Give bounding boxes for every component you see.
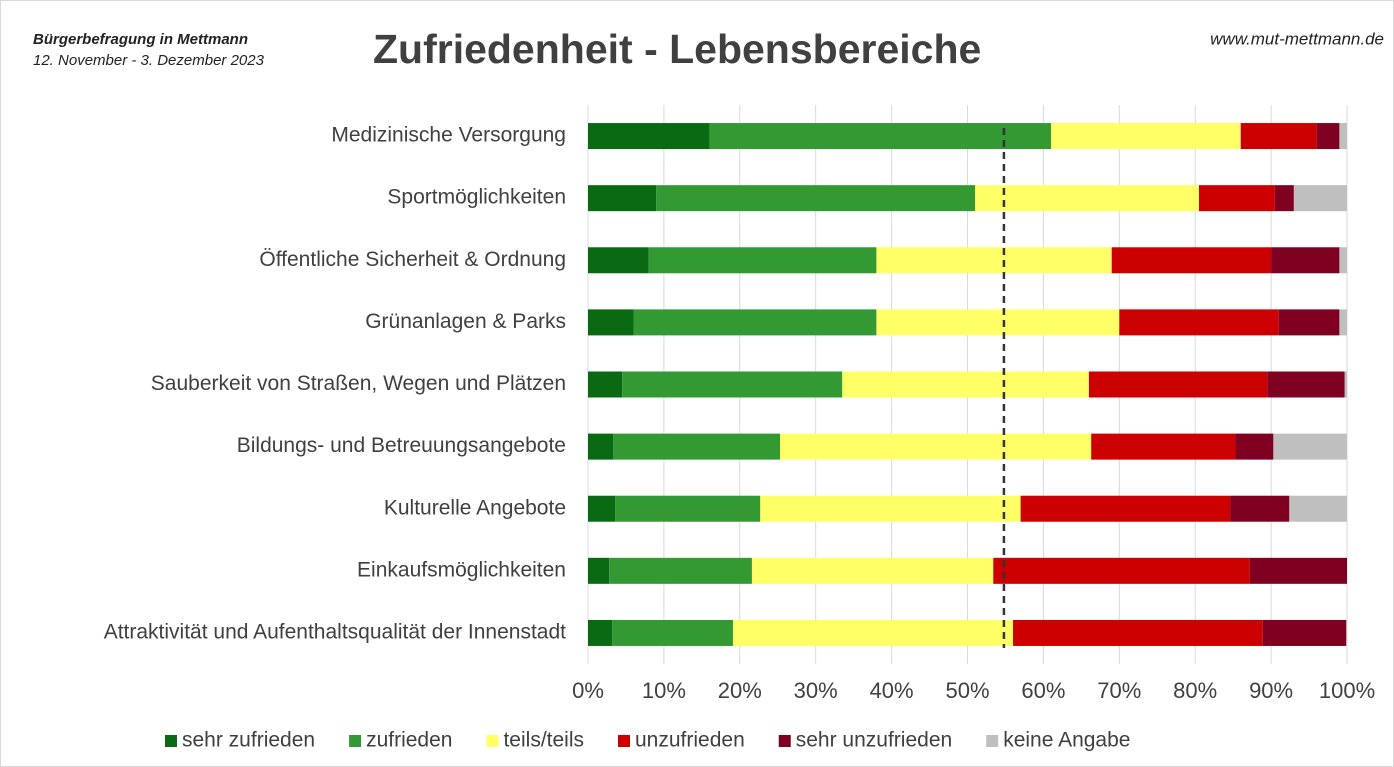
legend-swatch xyxy=(349,735,362,747)
bar-segment xyxy=(842,371,1089,398)
y-tick-label: Grünanlagen & Parks xyxy=(365,310,566,333)
legend-swatch xyxy=(618,735,630,747)
legend-label: zufrieden xyxy=(366,729,452,752)
bar-segment xyxy=(751,557,994,584)
x-tick-label: 90% xyxy=(1249,678,1293,703)
legend-label: unzufrieden xyxy=(635,729,745,752)
y-tick-label: Einkaufsmöglichkeiten xyxy=(357,558,566,581)
bar-segment xyxy=(609,557,752,584)
bar-segment xyxy=(876,247,1112,274)
legend-label: keine Angabe xyxy=(1003,729,1130,752)
bar-segment xyxy=(760,495,1021,522)
bar-segment xyxy=(588,185,657,212)
legend-swatch xyxy=(778,735,791,747)
x-tick-label: 80% xyxy=(1173,678,1217,703)
bar-segment xyxy=(1267,371,1345,398)
bar-segment xyxy=(588,309,634,336)
y-tick-label: Öffentliche Sicherheit & Ordnung xyxy=(259,248,566,271)
bar-segment xyxy=(732,619,1014,646)
x-tick-label: 20% xyxy=(718,678,762,703)
chart-title: Zufriedenheit - Lebensbereiche xyxy=(373,26,981,72)
bar-segment xyxy=(1249,557,1347,584)
bar-segment xyxy=(1230,495,1290,522)
bar-segment xyxy=(1262,619,1347,646)
bar-segment xyxy=(1316,123,1340,150)
bar-segment xyxy=(633,309,877,336)
bar-segment xyxy=(613,433,781,460)
bar-segment xyxy=(1119,309,1279,336)
bar-segment xyxy=(1111,247,1272,274)
source: Bürgerbefragung in Mettmann xyxy=(33,31,248,48)
legend-label: teils/teils xyxy=(503,729,584,752)
x-tick-label: 10% xyxy=(642,678,686,703)
x-tick-label: 40% xyxy=(870,678,914,703)
y-tick-label: Attraktivität und Aufenthaltsqualität de… xyxy=(104,620,566,643)
x-tick-label: 60% xyxy=(1021,678,1065,703)
y-tick-label: Kulturelle Angebote xyxy=(384,496,566,519)
y-tick-label: Medizinische Versorgung xyxy=(331,124,566,147)
bar-segment xyxy=(588,619,613,646)
bar-segment xyxy=(1293,185,1347,212)
bar-segment xyxy=(648,247,877,274)
bar-segment xyxy=(1020,495,1231,522)
bar-segment xyxy=(1240,123,1317,150)
bar-segment xyxy=(1091,433,1236,460)
bar-segment xyxy=(1088,371,1268,398)
bar-segment xyxy=(1339,123,1347,150)
bar-segment xyxy=(622,371,843,398)
bar-segment xyxy=(993,557,1250,584)
bar-segment xyxy=(615,495,761,522)
x-tick-label: 100% xyxy=(1319,678,1375,703)
bar-segment xyxy=(709,123,1051,150)
bar-segment xyxy=(876,309,1120,336)
bar-segment xyxy=(1013,619,1263,646)
bar-segment xyxy=(975,185,1199,212)
bar-segment xyxy=(1198,185,1275,212)
legend-swatch xyxy=(986,735,999,747)
x-tick-label: 30% xyxy=(794,678,838,703)
bar-segment xyxy=(1344,371,1347,398)
bar-segment xyxy=(588,557,610,584)
bar-segment xyxy=(1235,433,1274,460)
bar-segment xyxy=(1289,495,1347,522)
x-tick-label: 0% xyxy=(572,678,604,703)
bar-segment xyxy=(1339,309,1347,336)
legend-swatch xyxy=(486,735,499,747)
x-tick-label: 50% xyxy=(945,678,989,703)
bar-segment xyxy=(588,371,623,398)
bar-segment xyxy=(1274,185,1294,212)
legend-label: sehr zufrieden xyxy=(182,729,315,752)
bar-segment xyxy=(780,433,1092,460)
bar-segment xyxy=(1271,247,1340,274)
url: www.mut-mettmann.de xyxy=(1210,29,1384,48)
y-tick-label: Sportmöglichkeiten xyxy=(387,186,566,209)
date: 12. November - 3. Dezember 2023 xyxy=(33,52,265,69)
x-tick-label: 70% xyxy=(1097,678,1141,703)
bar-segment xyxy=(1273,433,1347,460)
y-tick-label: Sauberkeit von Straßen, Wegen und Plätze… xyxy=(151,372,566,395)
bar-segment xyxy=(1050,123,1241,150)
bar-segment xyxy=(656,185,976,212)
bar-segment xyxy=(1346,619,1347,646)
bar-segment xyxy=(1278,309,1340,336)
bar-segment xyxy=(1339,247,1347,274)
legend-label: sehr unzufrieden xyxy=(796,729,952,752)
legend-swatch xyxy=(165,735,177,747)
bar-segment xyxy=(588,247,649,274)
y-tick-label: Bildungs- und Betreuungsangebote xyxy=(237,434,566,457)
bar-segment xyxy=(588,495,616,522)
bar-segment xyxy=(588,123,710,150)
bar-segment xyxy=(588,433,614,460)
bar-segment xyxy=(612,619,733,646)
